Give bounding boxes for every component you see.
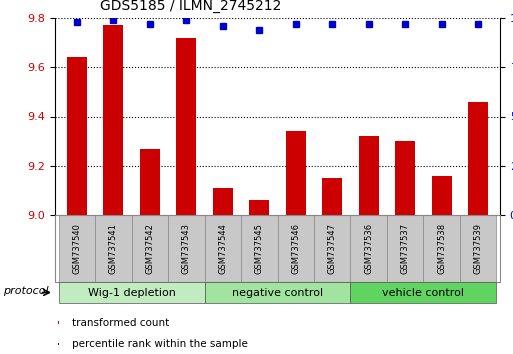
Bar xyxy=(168,215,205,282)
Text: GSM737546: GSM737546 xyxy=(291,223,300,274)
Bar xyxy=(249,200,269,215)
Bar xyxy=(423,215,460,282)
Text: GSM737547: GSM737547 xyxy=(328,223,337,274)
Bar xyxy=(213,188,233,215)
Bar xyxy=(387,215,423,282)
Text: GSM737539: GSM737539 xyxy=(473,223,483,274)
Bar xyxy=(58,215,95,282)
Bar xyxy=(58,343,59,346)
Bar xyxy=(350,282,497,303)
Bar xyxy=(241,215,278,282)
Bar xyxy=(350,215,387,282)
Text: transformed count: transformed count xyxy=(72,318,169,327)
Text: GSM737542: GSM737542 xyxy=(145,223,154,274)
Text: GSM737536: GSM737536 xyxy=(364,223,373,274)
Bar xyxy=(58,321,59,324)
Bar xyxy=(140,149,160,215)
Text: GSM737543: GSM737543 xyxy=(182,223,191,274)
Bar xyxy=(58,282,205,303)
Bar xyxy=(395,141,415,215)
Text: percentile rank within the sample: percentile rank within the sample xyxy=(72,339,248,349)
Text: GSM737538: GSM737538 xyxy=(437,223,446,274)
Bar xyxy=(322,178,342,215)
Text: GSM737544: GSM737544 xyxy=(219,223,227,274)
Text: GSM737537: GSM737537 xyxy=(401,223,410,274)
Bar xyxy=(431,176,451,215)
Bar xyxy=(286,131,306,215)
Text: GSM737540: GSM737540 xyxy=(72,223,82,274)
Text: vehicle control: vehicle control xyxy=(382,287,464,297)
Text: negative control: negative control xyxy=(232,287,323,297)
Bar xyxy=(314,215,350,282)
Bar xyxy=(359,136,379,215)
Bar xyxy=(176,38,196,215)
Bar xyxy=(103,25,124,215)
Bar xyxy=(67,57,87,215)
Text: GSM737545: GSM737545 xyxy=(255,223,264,274)
Bar xyxy=(205,215,241,282)
Text: GDS5185 / ILMN_2745212: GDS5185 / ILMN_2745212 xyxy=(100,0,281,13)
Bar xyxy=(460,215,497,282)
Bar xyxy=(95,215,132,282)
Bar xyxy=(132,215,168,282)
Bar xyxy=(468,102,488,215)
Text: protocol: protocol xyxy=(3,286,48,296)
Bar xyxy=(205,282,350,303)
Text: Wig-1 depletion: Wig-1 depletion xyxy=(88,287,175,297)
Bar xyxy=(278,215,314,282)
Text: GSM737541: GSM737541 xyxy=(109,223,118,274)
